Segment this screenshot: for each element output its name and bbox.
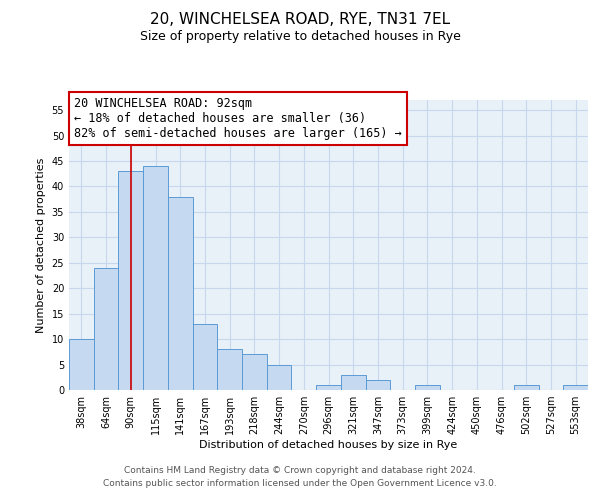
- Y-axis label: Number of detached properties: Number of detached properties: [36, 158, 46, 332]
- Bar: [143, 166, 168, 390]
- Bar: [69, 339, 94, 390]
- Bar: [563, 385, 588, 390]
- Bar: [316, 385, 341, 390]
- Text: 20, WINCHELSEA ROAD, RYE, TN31 7EL: 20, WINCHELSEA ROAD, RYE, TN31 7EL: [150, 12, 450, 28]
- X-axis label: Distribution of detached houses by size in Rye: Distribution of detached houses by size …: [199, 440, 458, 450]
- Bar: [242, 354, 267, 390]
- Bar: [514, 385, 539, 390]
- Bar: [168, 196, 193, 390]
- Text: 20 WINCHELSEA ROAD: 92sqm
← 18% of detached houses are smaller (36)
82% of semi-: 20 WINCHELSEA ROAD: 92sqm ← 18% of detac…: [74, 97, 402, 140]
- Bar: [94, 268, 118, 390]
- Bar: [415, 385, 440, 390]
- Bar: [217, 350, 242, 390]
- Text: Contains HM Land Registry data © Crown copyright and database right 2024.
Contai: Contains HM Land Registry data © Crown c…: [103, 466, 497, 487]
- Bar: [341, 374, 365, 390]
- Bar: [365, 380, 390, 390]
- Bar: [193, 324, 217, 390]
- Text: Size of property relative to detached houses in Rye: Size of property relative to detached ho…: [140, 30, 460, 43]
- Bar: [267, 364, 292, 390]
- Bar: [118, 171, 143, 390]
